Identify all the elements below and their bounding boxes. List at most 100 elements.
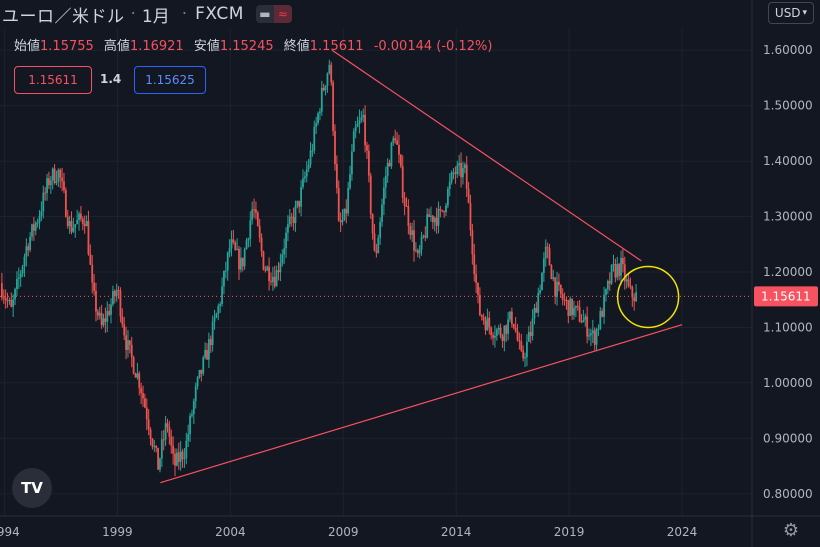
candle-body	[287, 224, 289, 233]
x-tick-label: 1999	[102, 525, 133, 539]
market-badge[interactable]: ▬ ≈	[255, 5, 292, 23]
candle-body	[366, 145, 368, 151]
low-value: 1.15245	[219, 39, 274, 54]
candle-body	[422, 235, 425, 237]
candle-body	[10, 300, 13, 307]
y-tick-label: 1.20000	[763, 265, 813, 279]
candle-body	[191, 414, 193, 416]
candle-body	[480, 315, 483, 317]
candle-body	[68, 221, 71, 227]
candle-body	[356, 124, 359, 127]
candle-body	[416, 250, 419, 254]
indicator-left-box[interactable]: 1.15611	[14, 66, 92, 94]
candle-body	[623, 264, 626, 282]
candle-body	[159, 458, 161, 470]
y-tick-label: 0.90000	[763, 431, 813, 445]
candle-body	[574, 305, 577, 308]
candle-body	[450, 172, 453, 182]
candle-body	[433, 217, 436, 223]
candle-body	[352, 131, 355, 152]
candle-body	[106, 311, 109, 322]
candle-body	[503, 325, 506, 341]
candle-body	[281, 254, 284, 264]
chevron-down-icon: ▾	[802, 8, 808, 18]
open-label: 始値	[14, 39, 41, 54]
candle-body	[241, 257, 244, 267]
indicator-right-box[interactable]: 1.15625	[134, 66, 206, 94]
header-separator: ·	[130, 4, 136, 24]
candle-body	[300, 187, 303, 207]
candle-body	[66, 216, 69, 227]
candle-body	[245, 240, 248, 250]
candle-body	[270, 280, 272, 282]
candle-body	[319, 111, 321, 114]
y-tick-label: 1.50000	[763, 99, 813, 113]
candle-body	[29, 236, 32, 251]
candle-body	[546, 246, 549, 249]
candle-body	[576, 305, 579, 308]
candle-body	[527, 331, 530, 342]
candle-body	[349, 174, 351, 188]
candle-body	[198, 369, 201, 378]
candle-body	[460, 162, 462, 178]
x-tick-label: 2004	[215, 525, 246, 539]
tradingview-logo[interactable]: TV	[12, 468, 52, 508]
candle-body	[271, 276, 274, 282]
candle-body	[426, 214, 429, 238]
candle-body	[151, 438, 154, 447]
candles	[0, 59, 637, 477]
trendlines	[0, 49, 752, 484]
candle-body	[243, 249, 246, 267]
last-price-tag	[754, 286, 818, 307]
y-tick-label: 0.80000	[763, 487, 813, 501]
candle-body	[616, 264, 619, 278]
candle-body	[347, 187, 350, 214]
candle-body	[413, 230, 415, 251]
candle-body	[288, 216, 291, 225]
candle-body	[337, 188, 340, 221]
candle-body	[526, 341, 528, 358]
gear-icon[interactable]: ⚙	[782, 520, 800, 541]
candle-body	[285, 232, 287, 249]
currency-selector[interactable]: USD ▾	[768, 2, 814, 24]
candle-body	[381, 204, 383, 223]
ohlc-legend: 始値1.15755 高値1.16921 安値1.15245 終値1.15611 …	[14, 35, 492, 54]
candle-body	[38, 215, 41, 223]
candle-body	[588, 335, 590, 337]
candle-body	[360, 117, 363, 121]
candle-body	[91, 264, 94, 283]
candle-body	[76, 219, 79, 225]
low-label: 安値	[193, 39, 220, 54]
change-value: -0.00144 (-0.12%)	[373, 39, 493, 54]
candle-body	[96, 311, 99, 316]
candle-body	[403, 197, 406, 206]
candle-body	[112, 291, 114, 305]
candle-body	[516, 330, 519, 341]
candle-body	[492, 335, 494, 338]
y-tick-label: 1.10000	[763, 320, 813, 334]
candle-body	[625, 279, 628, 282]
candle-body	[358, 120, 361, 125]
candle-body	[2, 297, 5, 299]
candle-body	[407, 206, 410, 227]
candle-body	[23, 256, 26, 267]
candle-body	[119, 290, 122, 317]
candle-body	[313, 126, 316, 151]
symbol-name[interactable]: ユーロ／米ドル	[2, 6, 125, 27]
candle-body	[559, 284, 562, 295]
candle-body	[70, 221, 73, 232]
candle-body	[266, 266, 269, 271]
candle-body	[631, 286, 634, 298]
minus-icon: ▬	[255, 5, 274, 23]
candle-body	[174, 453, 176, 466]
candle-body	[514, 327, 517, 331]
timeframe-label[interactable]: 1月	[141, 6, 170, 27]
y-tick-label: 1.30000	[763, 210, 813, 224]
candle-body	[542, 258, 545, 274]
candle-body	[202, 357, 205, 374]
candle-body	[8, 300, 11, 302]
candle-body	[424, 235, 427, 238]
candle-body	[255, 209, 257, 213]
candle-body	[467, 188, 470, 204]
